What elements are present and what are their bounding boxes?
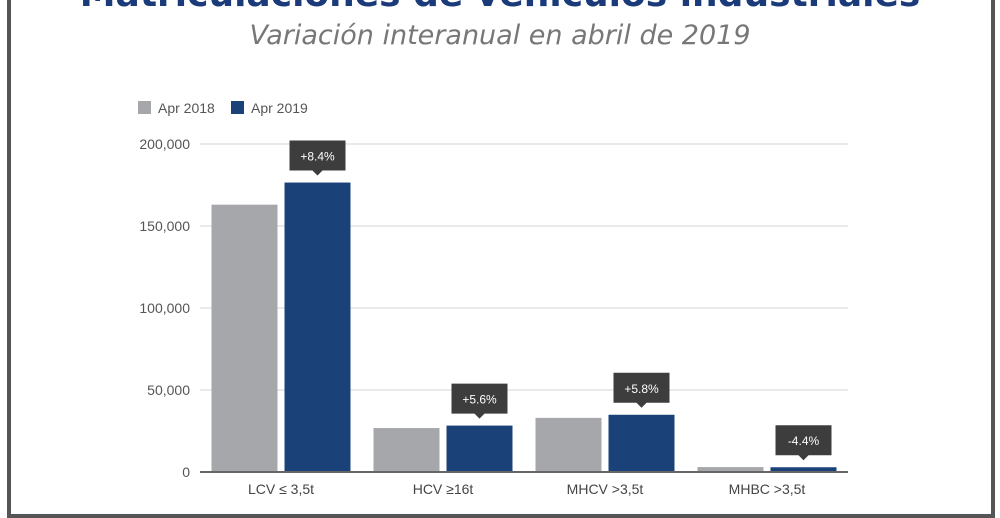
annotation-callout xyxy=(451,383,508,419)
annotation-callout xyxy=(613,372,670,408)
bar-2019 xyxy=(284,182,351,473)
y-tick-label: 200,000 xyxy=(139,136,190,152)
legend-label: Apr 2019 xyxy=(251,100,308,116)
bar-2019 xyxy=(770,467,837,472)
legend-label: Apr 2018 xyxy=(158,100,215,116)
annotation-label: -4.4% xyxy=(788,434,820,448)
annotation-label: +8.4% xyxy=(300,150,335,164)
x-tick-label: MHBC >3,5t xyxy=(729,481,806,497)
bar-2019 xyxy=(608,414,675,472)
bar-2018 xyxy=(697,467,764,472)
bar-2018 xyxy=(211,204,278,472)
chart-subtitle: Variación interanual en abril de 2019 xyxy=(249,20,751,51)
bar-2019 xyxy=(446,425,513,472)
y-tick-label: 150,000 xyxy=(139,218,190,234)
bar-2018 xyxy=(535,417,602,472)
bar-2018 xyxy=(373,428,440,472)
y-tick-label: 100,000 xyxy=(139,300,190,316)
chart-title: Matriculaciones de vehículos industriale… xyxy=(0,0,1000,15)
annotation-callout xyxy=(775,425,832,461)
legend-swatch xyxy=(231,101,244,114)
annotation-callout xyxy=(289,140,346,176)
annotation-label: +5.6% xyxy=(462,393,497,407)
legend-swatch xyxy=(138,101,151,114)
y-tick-label: 50,000 xyxy=(147,382,190,398)
x-tick-label: MHCV >3,5t xyxy=(567,481,644,497)
annotation-label: +5.8% xyxy=(624,382,659,396)
y-tick-label: 0 xyxy=(182,464,190,480)
bar-chart: 0 50,000 100,000 150,000 200,000 +8.4% LCV ≤ 3… xyxy=(138,100,848,497)
x-tick-label: HCV ≥16t xyxy=(413,481,474,497)
x-tick-label: LCV ≤ 3,5t xyxy=(248,481,314,497)
